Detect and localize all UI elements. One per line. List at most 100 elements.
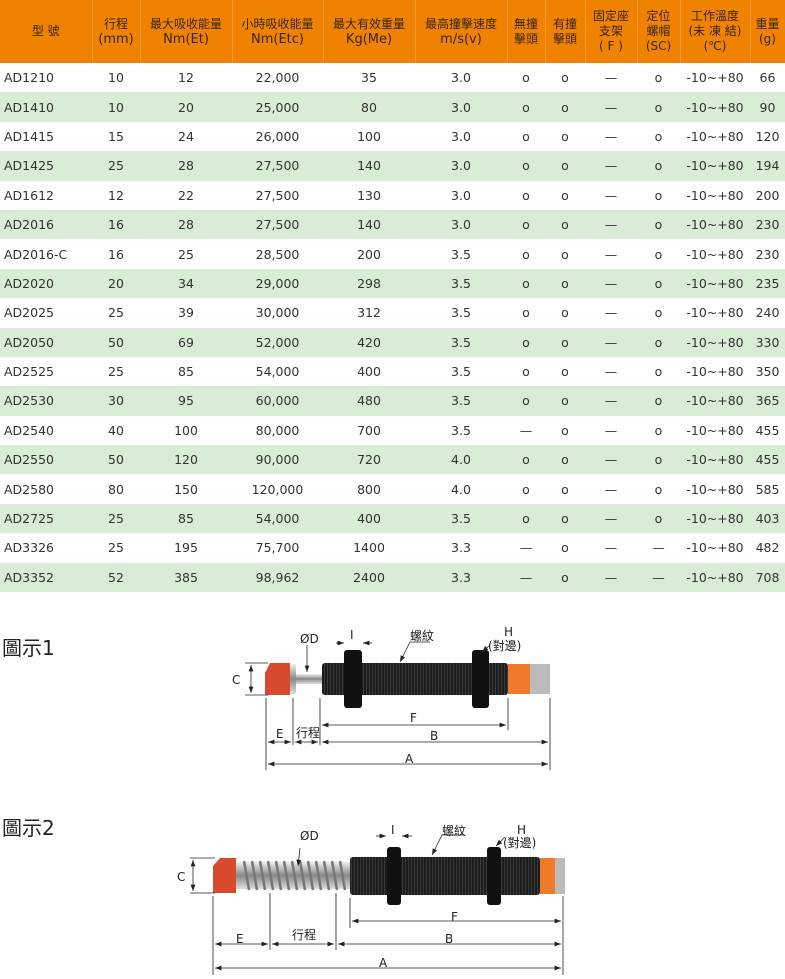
table-cell: -10~+80: [686, 305, 744, 321]
column-header: 無撞 擊頭: [507, 0, 546, 63]
table-cell: -10~+80: [680, 503, 750, 534]
column-header-line: 擊頭: [552, 31, 577, 46]
table-cell: —: [585, 268, 637, 299]
spring-coil: [250, 860, 259, 891]
table-cell: 27,500: [255, 187, 300, 203]
spring-coil: [282, 860, 291, 891]
column-header-line: 最大吸收能量: [149, 16, 222, 31]
fig2-label-e: E: [236, 932, 244, 946]
table-cell: o: [637, 503, 680, 534]
table-cell: 480: [323, 386, 415, 416]
table-cell: 585: [755, 481, 780, 497]
table-row: AD2020 20 34 29,000 298 3.5 o o — o -10~+80 235: [0, 268, 785, 299]
table-cell: 3.5: [451, 422, 471, 438]
table-cell: 720: [323, 445, 415, 475]
table-cell: 455: [750, 445, 785, 475]
spring-coil: [266, 860, 275, 891]
table-cell: o: [654, 70, 663, 86]
table-cell: o: [654, 364, 663, 380]
table-cell: 130: [357, 187, 381, 203]
table-cell: 140: [323, 151, 415, 181]
table-cell: 25: [108, 364, 124, 380]
table-cell: o: [507, 503, 545, 534]
model-cell: AD2580: [4, 481, 54, 497]
table-cell: o: [507, 268, 545, 299]
fig2-label-b: B: [445, 932, 453, 946]
table-cell: 400: [323, 503, 415, 534]
table-cell: -10~+80: [686, 70, 744, 86]
column-header: 型 號: [0, 0, 93, 63]
table-cell: o: [637, 151, 680, 181]
table-cell: o: [507, 386, 545, 416]
table-cell: 365: [750, 386, 785, 416]
table-cell: 10: [92, 92, 140, 122]
spring-coil: [258, 860, 267, 891]
table-cell: 403: [750, 503, 785, 534]
table-cell: 60,000: [232, 386, 323, 416]
table-cell: 16: [92, 209, 140, 240]
table-cell: 30: [92, 386, 140, 416]
table-cell: o: [654, 481, 663, 497]
table-cell: o: [654, 305, 663, 321]
table-cell: —: [604, 364, 618, 380]
fig2-label-c: C: [177, 870, 185, 884]
table-cell: 28: [140, 151, 232, 181]
table-cell: 26,000: [255, 128, 300, 144]
model-cell: AD2530: [0, 386, 92, 416]
fig1-label-h: H: [504, 625, 513, 639]
figure1-title: 圖示1: [2, 636, 55, 660]
table-cell: 3.3: [451, 540, 471, 556]
table-cell: 40: [108, 422, 124, 438]
table-cell: 194: [750, 151, 785, 181]
table-cell: o: [561, 481, 569, 497]
table-cell: -10~+80: [680, 92, 750, 122]
table-cell: 28: [140, 209, 232, 240]
table-cell: o: [522, 364, 530, 380]
table-cell: —: [585, 92, 637, 122]
table-cell: 350: [755, 364, 780, 380]
table-cell: 800: [357, 481, 381, 497]
spring-coil: [314, 860, 323, 891]
column-header: 行程 (mm): [92, 0, 141, 63]
column-header-line: (未 凍 結): [688, 24, 742, 38]
table-cell: 230: [755, 246, 780, 262]
table-cell: —: [604, 187, 618, 203]
table-row: AD2016 16 28 27,500 140 3.0 o o — o -10~+80 230: [0, 209, 785, 240]
spring-coil: [306, 860, 315, 891]
table-cell: 69: [140, 327, 232, 357]
table-cell: 25: [108, 305, 124, 321]
table-cell: o: [522, 481, 530, 497]
table-cell: 3.3: [415, 562, 507, 593]
fig1-label-thread: 螺紋: [410, 629, 434, 643]
table-cell: 1400: [353, 540, 385, 556]
table-cell: 80: [108, 481, 124, 497]
table-cell: —: [585, 562, 637, 593]
table-cell: o: [637, 268, 680, 299]
table-cell: -10~+80: [680, 268, 750, 299]
table-cell: -10~+80: [686, 364, 744, 380]
table-cell: o: [507, 327, 545, 357]
table-cell: 25,000: [232, 92, 323, 122]
column-header-line: 最大有效重量: [332, 16, 405, 31]
fig2-label-thread: 螺紋: [442, 824, 466, 838]
table-cell: -10~+80: [686, 246, 744, 262]
table-cell: o: [545, 562, 585, 593]
column-header-line: 支架: [598, 24, 623, 38]
table-cell: 27,500: [232, 151, 323, 181]
model-cell: AD1612: [4, 187, 54, 203]
table-cell: 80,000: [255, 422, 300, 438]
table-cell: -10~+80: [680, 445, 750, 475]
table-cell: o: [507, 209, 545, 240]
column-header-line: 最高撞擊速度: [424, 16, 497, 31]
table-cell: 3.5: [415, 268, 507, 299]
table-cell: 54,000: [232, 503, 323, 534]
table-cell: o: [561, 246, 569, 262]
model-cell: AD3352: [0, 562, 92, 593]
table-cell: 10: [108, 70, 124, 86]
figure1-drawing: C ØD I 螺紋 H (對邊) F B E 行程 A: [232, 625, 551, 770]
table-cell: o: [561, 70, 569, 86]
column-header-line: 擊頭: [513, 31, 538, 46]
table-cell: o: [561, 305, 569, 321]
spring-coil: [338, 860, 347, 891]
table-cell: 3.0: [451, 187, 471, 203]
